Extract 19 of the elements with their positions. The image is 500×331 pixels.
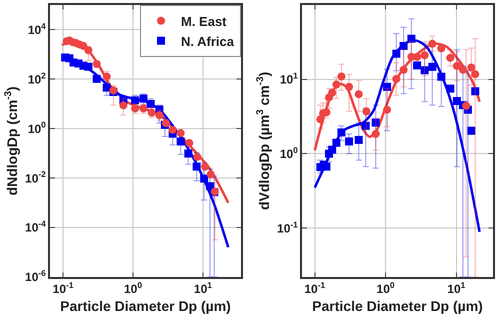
x-tick-label: 10$^{1}$ <box>194 280 212 296</box>
x-tick-label: 10$^{-1}$ <box>52 280 74 296</box>
x-tick-label: 10$^{0}$ <box>376 280 395 296</box>
y-tick-label: 10$^{1}$ <box>280 70 298 86</box>
x-axis-title: Particle Diameter Dp (µm) <box>60 298 231 314</box>
y-tick-label: 10$^{0}$ <box>28 120 46 136</box>
y-tick-label: 10$^{-2}$ <box>25 169 46 186</box>
legend-label: M. East <box>181 14 228 29</box>
y-tick-label: 10$^{4}$ <box>28 20 46 37</box>
y-tick-label: 10$^{-1}$ <box>277 219 298 236</box>
y-tick-label: 10$^{2}$ <box>28 70 46 86</box>
y-tick-label: 10$^{-4}$ <box>25 218 46 235</box>
x-tick-label: 10$^{1}$ <box>447 280 466 296</box>
x-tick-label: 10$^{0}$ <box>124 280 142 296</box>
x-axis-title: Particle Diameter Dp (µm) <box>312 298 483 314</box>
y-tick-label: 10$^{-6}$ <box>25 268 46 284</box>
y-tick-label: 10$^{0}$ <box>280 144 298 161</box>
legend-label: N. Africa <box>181 34 235 49</box>
x-tick-label: 10$^{-1}$ <box>304 280 326 296</box>
